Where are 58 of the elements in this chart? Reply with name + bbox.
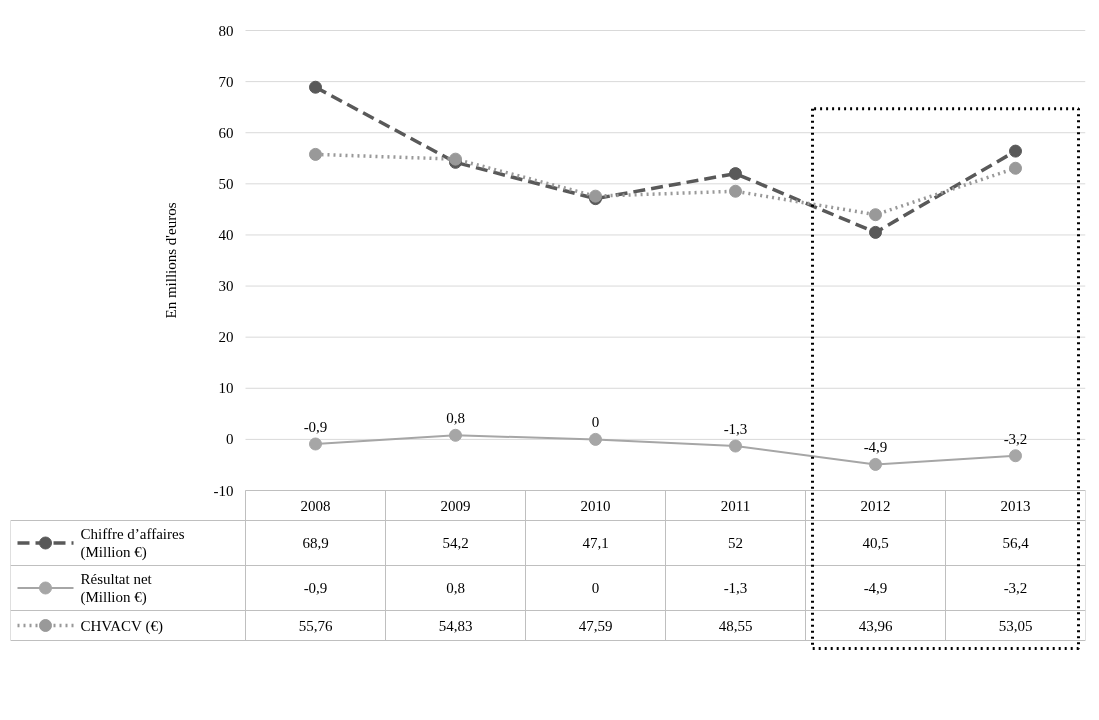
data-label: 52 — [728, 535, 743, 551]
point — [309, 437, 322, 451]
x-tick-label: 2009 — [440, 497, 471, 514]
y-tick-label: 0 — [226, 431, 234, 448]
point — [589, 432, 602, 446]
data-label: 0 — [591, 580, 600, 596]
y-tick-label: 80 — [218, 22, 234, 39]
annotation: -4,9 — [863, 439, 888, 456]
x-tick-label: 2008 — [300, 497, 331, 514]
data-label: -1,3 — [723, 580, 748, 596]
y-tick-label: 40 — [218, 226, 234, 243]
point — [869, 457, 882, 471]
annotation: 0 — [591, 414, 600, 431]
point — [729, 439, 742, 453]
data-label: 47,1 — [582, 535, 609, 551]
annotation: -1,3 — [723, 421, 748, 438]
annotation: -3,2 — [1003, 430, 1028, 447]
data-label: 54,2 — [442, 535, 469, 551]
annotation: 0,8 — [446, 410, 465, 427]
point — [729, 184, 742, 198]
x-tick-label: 2010 — [580, 497, 611, 514]
data-label: -4,9 — [863, 580, 888, 596]
point — [309, 147, 322, 161]
y-tick-label: 30 — [218, 278, 234, 295]
data-label: 68,9 — [302, 535, 329, 551]
point — [449, 428, 462, 442]
y-tick-label: 20 — [218, 329, 234, 346]
point — [869, 225, 882, 239]
y-tick-label: -10 — [213, 482, 234, 499]
y-tick-label: 70 — [218, 73, 234, 90]
legend-label: Chiffre d’affaires (Million €) — [80, 526, 185, 561]
x-tick-label: 2012 — [860, 497, 891, 514]
point — [1009, 144, 1022, 158]
legend-label: Résultat net (Million €) — [80, 571, 153, 606]
data-label: 55,76 — [298, 617, 333, 634]
y-tick-label: 60 — [218, 124, 234, 141]
y-axis-title: En millions d'euros — [162, 202, 179, 319]
data-label: 53,05 — [998, 617, 1033, 634]
data-label: -3,2 — [1003, 580, 1028, 596]
data-label: 47,59 — [578, 617, 613, 634]
point — [1009, 449, 1022, 463]
data-label: 40,5 — [862, 535, 889, 551]
point — [729, 167, 742, 181]
legend-label: CHVACV (€) — [80, 617, 163, 635]
x-tick-label: 2013 — [1000, 497, 1031, 514]
point — [869, 208, 882, 222]
y-tick-label: 10 — [218, 380, 234, 397]
point — [1009, 161, 1022, 175]
data-label: 43,96 — [858, 617, 893, 634]
x-tick-label: 2011 — [720, 497, 751, 514]
point — [309, 80, 322, 94]
data-label: 54,83 — [438, 617, 473, 634]
data-label: 56,4 — [1002, 535, 1030, 551]
data-label: 0,8 — [446, 580, 465, 596]
annotation: -0,9 — [303, 418, 328, 435]
data-label: -0,9 — [303, 580, 328, 596]
data-label: 48,55 — [718, 617, 753, 634]
y-tick-label: 50 — [218, 175, 234, 192]
